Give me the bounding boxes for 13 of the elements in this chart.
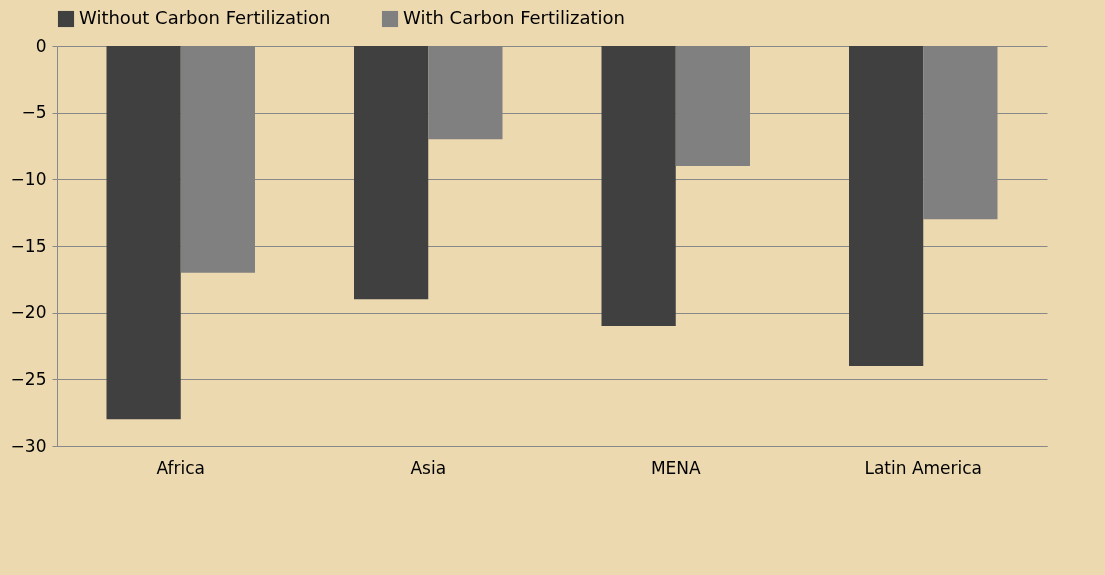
y-tick-label: −5 xyxy=(21,102,47,123)
x-tick-label: Africa xyxy=(156,457,205,478)
y-tick-label: −20 xyxy=(10,302,47,323)
legend-label: With Carbon Fertilization xyxy=(403,7,626,28)
legend-label: Without Carbon Fertilization xyxy=(79,7,331,28)
y-tick-label: −25 xyxy=(10,368,47,389)
y-tick-label: −30 xyxy=(10,435,47,456)
x-tick-label: MENA xyxy=(650,457,701,478)
x-tick-label: Latin America xyxy=(864,457,983,478)
y-tick-label: −10 xyxy=(10,168,47,189)
x-tick-label: Asia xyxy=(410,457,447,478)
y-tick-label: −15 xyxy=(10,235,47,256)
y-tick-label: 0 xyxy=(35,35,47,56)
